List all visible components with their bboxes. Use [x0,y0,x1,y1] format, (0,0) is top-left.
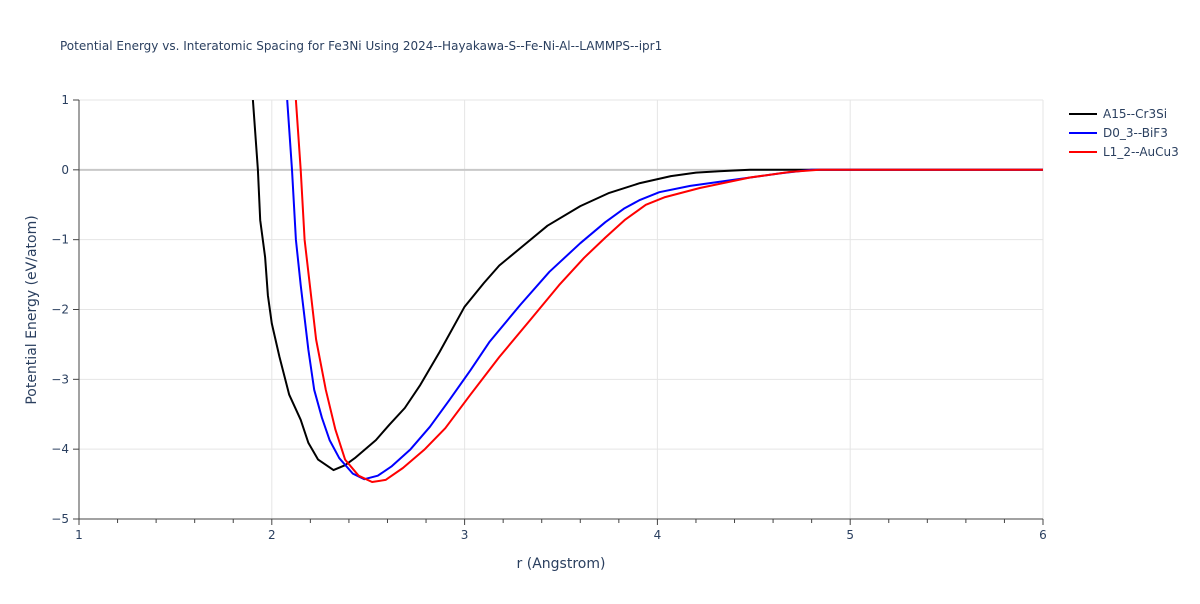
x-tick-label: 1 [75,528,83,542]
series-line-L1_2--AuCu3 [294,100,1043,483]
x-tick-label: 2 [268,528,276,542]
x-tick-label: 5 [846,528,854,542]
series-line-D0_3--BiF3 [286,100,1043,481]
y-tick-label: −4 [51,442,69,456]
series-line-A15--Cr3Si [251,100,1043,472]
x-axis-label: r (Angstrom) [517,556,606,572]
x-tick-label: 6 [1039,528,1047,542]
y-axis-label: Potential Energy (eV/atom) [24,215,40,404]
chart-title: Potential Energy vs. Interatomic Spacing… [60,39,662,53]
y-tick-label: −5 [51,512,69,526]
y-tick-label: −1 [51,233,69,247]
y-tick-label: −3 [51,372,69,386]
legend-label[interactable]: L1_2--AuCu3 [1103,145,1179,159]
y-tick-label: 0 [61,163,69,177]
legend-label[interactable]: D0_3--BiF3 [1103,126,1168,140]
x-tick-label: 4 [654,528,662,542]
x-tick-label: 3 [461,528,469,542]
y-tick-label: −2 [51,303,69,317]
y-tick-label: 1 [61,93,69,107]
legend-label[interactable]: A15--Cr3Si [1103,107,1167,121]
